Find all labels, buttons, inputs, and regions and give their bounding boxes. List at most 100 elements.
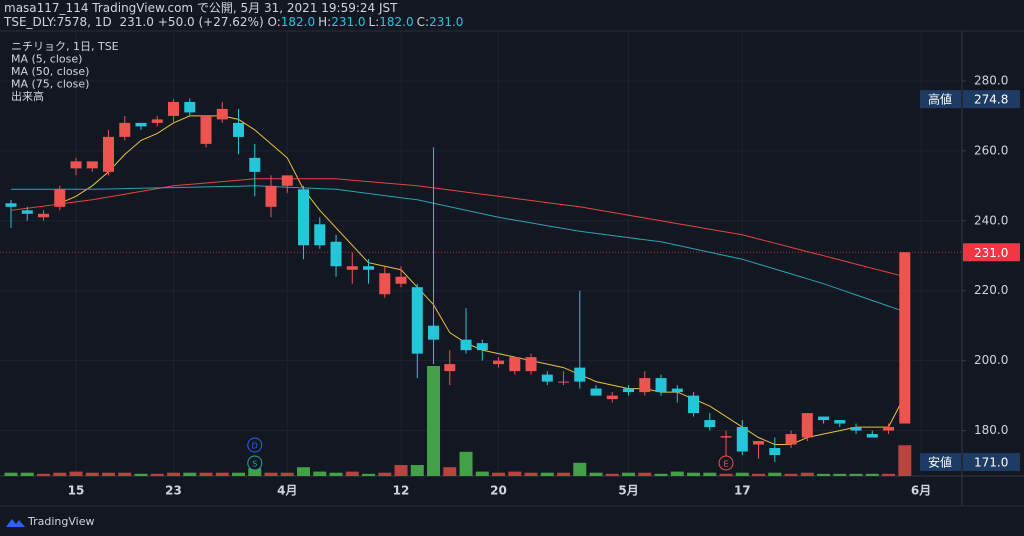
volume-bar — [492, 472, 506, 476]
candle — [460, 308, 472, 354]
volume-bar — [394, 465, 408, 476]
candle-body — [866, 434, 878, 438]
symbol-line: TSE_DLY:7578, 1D 231.0 +50.0 (+27.62%) O:… — [4, 15, 466, 29]
volume-bar — [362, 473, 376, 476]
candle-body — [850, 427, 862, 431]
legend-entry: MA (75, close) — [11, 78, 89, 91]
volume-bar — [134, 473, 148, 476]
volume-bar — [102, 472, 116, 476]
price-tag-box — [963, 90, 1020, 109]
y-tick-label: 220.0 — [974, 283, 1008, 297]
candle-body — [428, 325, 440, 340]
event-label: S — [252, 460, 257, 469]
last-price: 231.0 — [119, 15, 154, 29]
ohlc-value: 182.0 — [280, 15, 316, 29]
x-tick-label: 4月 — [277, 484, 297, 498]
candle — [623, 385, 635, 396]
volume-bar — [85, 472, 99, 476]
volume-bar — [540, 472, 554, 476]
volume-bar — [557, 472, 571, 476]
volume-bar — [199, 472, 213, 476]
volume-bar — [735, 472, 749, 476]
volume-bar — [882, 473, 896, 476]
price-tag-value: 171.0 — [974, 456, 1008, 470]
candle — [899, 252, 911, 424]
ohlc-value: 182.0 — [379, 15, 414, 29]
volume-bar — [183, 472, 197, 476]
candle — [801, 413, 813, 442]
candle-body — [460, 339, 472, 351]
candle — [883, 423, 895, 435]
candle — [184, 98, 196, 116]
candle-body — [785, 434, 797, 445]
volume-bar — [459, 451, 473, 476]
candle — [21, 206, 33, 221]
publish-line: masa117_114 TradingView.com で公開, 5月 31, … — [4, 1, 398, 15]
price-tag-name-box — [920, 90, 961, 109]
price-tag-name: 高値 — [928, 92, 952, 107]
candle-body — [753, 441, 765, 445]
event-marker — [247, 455, 263, 471]
candle — [119, 115, 131, 141]
candle — [590, 385, 602, 396]
volume-bar — [849, 473, 863, 476]
logo-icon — [6, 519, 25, 527]
volume-bar — [167, 472, 181, 476]
candle — [249, 143, 261, 197]
volume-bar — [589, 472, 603, 476]
candle — [70, 157, 82, 176]
price-tag-value: 274.8 — [974, 93, 1008, 107]
volume-bar — [719, 473, 733, 476]
candle-body — [200, 115, 212, 144]
y-tick-label: 180.0 — [974, 423, 1008, 437]
volume-bar — [638, 472, 652, 476]
candle-body — [736, 427, 748, 452]
candle-body — [363, 266, 375, 270]
ohlc-label: O: — [267, 15, 281, 29]
candle-body — [265, 185, 277, 207]
candle — [541, 371, 553, 386]
volume-bar — [768, 472, 782, 476]
legend-entry: MA (50, close) — [11, 65, 89, 78]
candle — [509, 357, 521, 375]
candle-body — [493, 360, 505, 365]
volume-bar — [800, 472, 814, 476]
event-marker — [247, 437, 263, 453]
ohlc: O:182.0 H:231.0 L:182.0 C:231.0 — [267, 15, 466, 29]
candle-body — [249, 157, 261, 172]
price-tag-box — [963, 243, 1020, 262]
volume-bar — [264, 472, 278, 476]
ma-line — [10, 178, 905, 278]
candle — [281, 175, 293, 193]
grid — [0, 32, 962, 476]
candle-body — [216, 108, 228, 120]
price-tag-name: 安値 — [928, 455, 952, 470]
volume-bar — [833, 473, 847, 476]
volume-bar — [427, 366, 441, 476]
candle — [379, 266, 391, 298]
event-label: D — [252, 442, 258, 451]
legend-entry: MA (5, close) — [11, 53, 82, 66]
candle — [103, 129, 115, 176]
candle-body — [834, 420, 846, 424]
candle-body — [379, 273, 391, 295]
candle — [720, 430, 732, 459]
candle-body — [346, 266, 358, 270]
volume-bar — [703, 472, 717, 476]
candle-body — [411, 287, 423, 354]
ohlc-label: L: — [368, 15, 380, 29]
candle-body — [233, 122, 245, 137]
x-tick-label: 15 — [68, 484, 85, 498]
candle — [850, 423, 862, 435]
candle — [834, 420, 846, 428]
candle-body — [314, 224, 326, 246]
candle-body — [671, 388, 683, 393]
x-tick-label: 6月 — [911, 484, 931, 498]
ohlc-value: 231.0 — [331, 15, 366, 29]
y-tick-label: 260.0 — [974, 143, 1008, 157]
volume-bar — [248, 468, 262, 476]
x-tick-label: 5月 — [618, 484, 638, 498]
candle-body — [574, 367, 586, 382]
candle — [671, 385, 683, 403]
